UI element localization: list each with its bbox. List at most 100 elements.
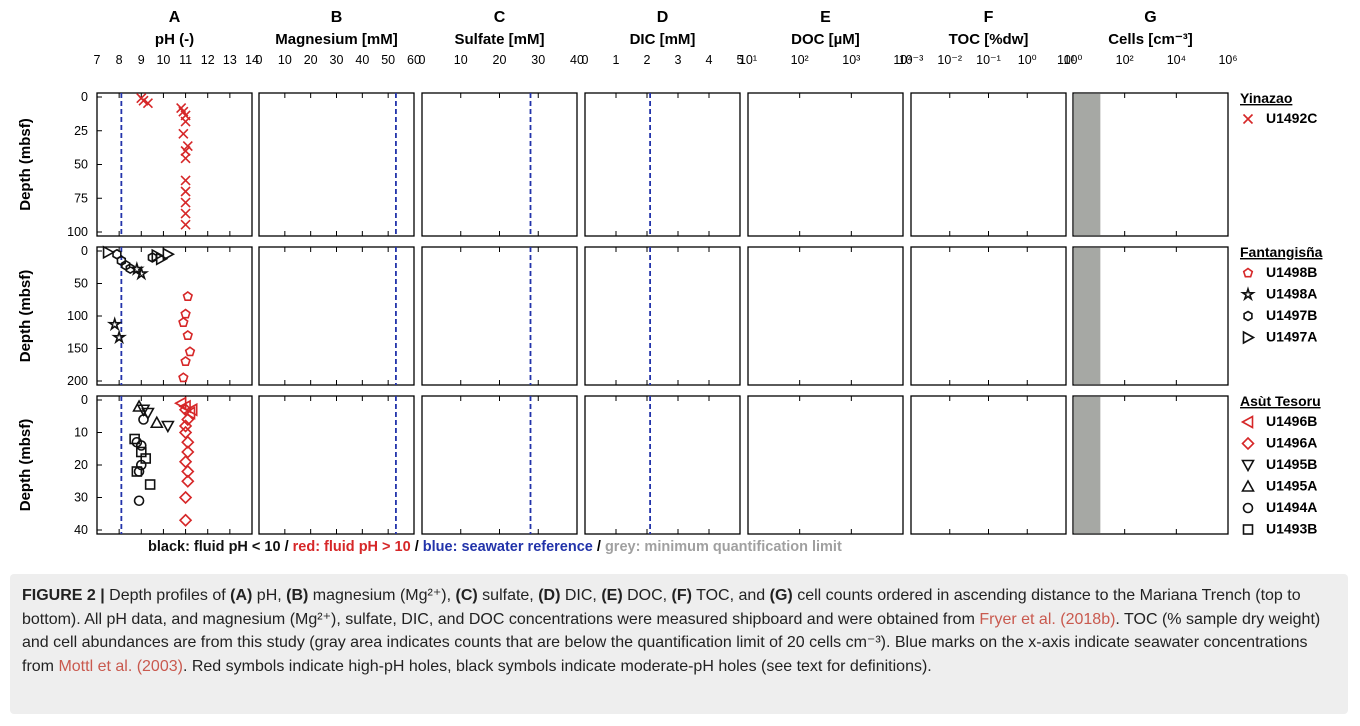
- data-point: [180, 197, 191, 208]
- data-point: [178, 317, 189, 327]
- ref-link-fryer[interactable]: Fryer et al. (2018b): [979, 610, 1116, 628]
- panel-title-C: Sulfate [mM]: [455, 31, 545, 48]
- panel-title-B: Magnesium [mM]: [275, 31, 398, 48]
- data-point: [180, 145, 191, 157]
- plot-frame: [1072, 246, 1229, 386]
- quantification-limit-band: [1074, 248, 1101, 384]
- x-tick-label: 10¹: [739, 53, 757, 67]
- x-tick-label: 10⁶: [1218, 53, 1237, 67]
- site-name: Yinazao: [1240, 90, 1292, 106]
- data-point: [162, 247, 176, 262]
- y-tick-label: 150: [67, 342, 88, 356]
- data-point: [155, 251, 169, 266]
- y-axis-label: Depth (mbsf): [17, 118, 34, 211]
- panel-title-A: pH (-): [155, 31, 194, 48]
- y-tick-label: 0: [81, 393, 88, 407]
- y-tick-label: 10: [74, 426, 88, 440]
- y-tick-label: 30: [74, 491, 88, 505]
- data-point: [161, 420, 175, 434]
- data-point: [141, 407, 155, 421]
- x-tick-label: 40: [570, 53, 584, 67]
- x-tick-label: 20: [493, 53, 507, 67]
- legend-label: U1496A: [1266, 435, 1317, 451]
- plot-frame: [584, 246, 741, 386]
- legend-label: U1493B: [1266, 521, 1317, 537]
- x-tick-label: 4: [706, 53, 713, 67]
- x-tick-label: 10³: [842, 53, 860, 67]
- site-name: Asùt Tesoru: [1240, 393, 1321, 409]
- x-tick-label: 10⁻³: [899, 53, 924, 67]
- y-tick-label: 0: [81, 90, 88, 104]
- figure-caption: FIGURE 2 | Depth profiles of (A) pH, (B)…: [22, 587, 1321, 675]
- y-axis-label: Depth (mbsf): [17, 270, 34, 363]
- x-tick-label: 30: [330, 53, 344, 67]
- data-point: [133, 265, 150, 281]
- data-point: [129, 260, 145, 276]
- data-point: [135, 440, 147, 451]
- data-point: [180, 153, 191, 164]
- plot-frame: [747, 246, 904, 386]
- data-point: [180, 356, 191, 366]
- panel-letter-D: D: [657, 9, 669, 26]
- data-point: [180, 116, 191, 127]
- plot-frame: [96, 395, 253, 535]
- panel-letter-A: A: [169, 9, 181, 26]
- legend-label: U1498A: [1266, 286, 1317, 302]
- x-tick-label: 14: [245, 53, 259, 67]
- data-point: [125, 263, 135, 274]
- y-tick-label: 25: [74, 124, 88, 138]
- data-point: [178, 372, 189, 383]
- plot-frame: [584, 395, 741, 535]
- x-tick-label: 40: [355, 53, 369, 67]
- quantification-limit-band: [1074, 397, 1101, 533]
- data-point: [181, 435, 195, 449]
- data-point: [182, 330, 194, 340]
- x-tick-label: 11: [179, 53, 192, 67]
- plot-frame: [258, 246, 415, 386]
- data-point: [138, 414, 149, 425]
- x-tick-label: 10⁰: [1018, 53, 1037, 67]
- data-point: [181, 474, 195, 488]
- plot-frame: [584, 92, 741, 237]
- x-tick-label: 10: [278, 53, 292, 67]
- y-tick-label: 75: [74, 191, 88, 205]
- data-point: [111, 329, 127, 345]
- x-tick-label: 10¹: [1057, 53, 1075, 67]
- legend-symbol-U1495A: [1241, 479, 1255, 492]
- y-tick-label: 100: [67, 225, 88, 239]
- color-legend-line: black: fluid pH < 10 / red: fluid pH > 1…: [148, 539, 842, 555]
- panel-title-F: TOC [%dw]: [949, 31, 1029, 48]
- plot-frame: [910, 246, 1067, 386]
- x-tick-label: 50: [381, 53, 395, 67]
- data-point: [131, 466, 143, 477]
- x-tick-label: 5: [737, 53, 744, 67]
- x-tick-label: 10⁰: [1064, 53, 1083, 67]
- y-tick-label: 0: [81, 244, 88, 258]
- data-point: [182, 291, 194, 301]
- legend-symbol-U1495B: [1241, 459, 1255, 473]
- x-tick-label: 0: [582, 53, 589, 67]
- x-tick-label: 1: [613, 53, 620, 67]
- legend-label: U1498B: [1266, 264, 1317, 280]
- x-tick-label: 60: [407, 53, 421, 67]
- data-point: [102, 245, 116, 260]
- data-point: [180, 208, 191, 219]
- x-tick-label: 2: [644, 53, 651, 67]
- x-tick-label: 10⁻¹: [976, 53, 1001, 67]
- legend-black: black: fluid pH < 10: [148, 539, 281, 555]
- ref-link-mottl[interactable]: Mottl et al. (2003): [58, 657, 183, 675]
- panel-title-G: Cells [cm⁻³]: [1108, 31, 1193, 48]
- data-point: [178, 128, 189, 139]
- plot-frame: [747, 395, 904, 535]
- data-point: [144, 479, 156, 490]
- plot-frame: [747, 92, 904, 237]
- x-tick-label: 10: [454, 53, 468, 67]
- plot-frame: [96, 92, 253, 237]
- data-point: [133, 495, 145, 507]
- data-point: [184, 346, 196, 357]
- legend-label: U1497A: [1266, 329, 1317, 345]
- plot-frame: [96, 246, 253, 386]
- plot-frame: [910, 395, 1067, 535]
- caption-box: [10, 574, 1348, 714]
- data-point: [181, 464, 195, 479]
